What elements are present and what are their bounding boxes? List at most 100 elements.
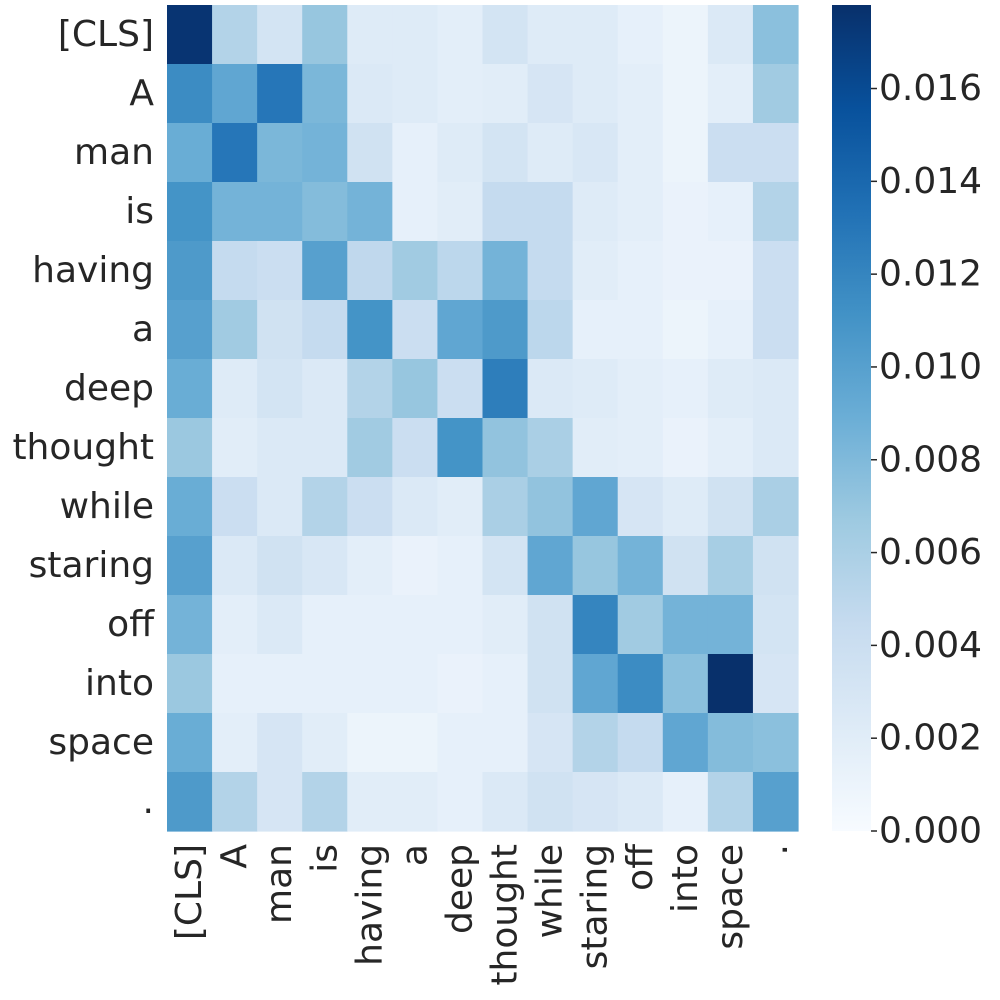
x-tick-label: A [214, 844, 255, 869]
heatmap-cell [572, 713, 619, 773]
heatmap-cell [527, 5, 574, 65]
heatmap-cell [437, 713, 484, 773]
heatmap-cell [707, 654, 754, 714]
heatmap-cell [527, 477, 574, 537]
heatmap-cell [257, 713, 303, 773]
heatmap-cell [437, 241, 484, 301]
heatmap-cell [752, 300, 799, 360]
heatmap-cell [167, 595, 213, 655]
heatmap-cell [167, 477, 213, 537]
heatmap-cell [662, 359, 709, 419]
heatmap-cell [167, 654, 213, 714]
heatmap-cell [437, 64, 484, 124]
heatmap-cell [662, 241, 709, 301]
heatmap-cell [617, 300, 664, 360]
heatmap-cell [617, 713, 664, 773]
heatmap-cell [572, 418, 619, 478]
heatmap-cell [527, 772, 574, 832]
heatmap-cell [212, 418, 258, 478]
heatmap-cell [752, 418, 799, 478]
heatmap-cell [527, 359, 574, 419]
heatmap-cell [662, 300, 709, 360]
heatmap-cell [212, 595, 258, 655]
heatmap-cell [707, 772, 754, 832]
heatmap-cell [482, 359, 529, 419]
heatmap-cell [482, 241, 529, 301]
colorbar-tick-label: 0.002 [879, 718, 982, 759]
heatmap-cell [392, 123, 439, 183]
heatmap-cell [302, 477, 348, 537]
x-tick-label: a [394, 844, 435, 866]
heatmap-cell [527, 182, 574, 242]
heatmap-cell [302, 536, 348, 596]
heatmap-cell [302, 654, 348, 714]
y-tick-label: space [48, 722, 154, 763]
heatmap-cell [437, 123, 484, 183]
x-tick-label: space [710, 844, 751, 950]
heatmap-cell [707, 300, 754, 360]
heatmap-cell [347, 300, 393, 360]
heatmap-cell [167, 182, 213, 242]
heatmap-cell [617, 477, 664, 537]
heatmap-cell [572, 182, 619, 242]
heatmap-cell [437, 477, 484, 537]
heatmap-cell [572, 477, 619, 537]
heatmap-cell [257, 418, 303, 478]
heatmap-cell [482, 595, 529, 655]
heatmap-cell [572, 359, 619, 419]
heatmap-cell [257, 64, 303, 124]
x-tick-label: is [304, 844, 345, 873]
heatmap-cell [392, 359, 439, 419]
heatmap-cell [617, 772, 664, 832]
heatmap-cell [392, 654, 439, 714]
heatmap-cell [752, 595, 799, 655]
heatmap-cell [662, 123, 709, 183]
colorbar-tick-label: 0.012 [879, 254, 982, 295]
y-tick-label: while [60, 486, 154, 527]
heatmap-cell [437, 772, 484, 832]
heatmap-cell [572, 241, 619, 301]
heatmap-cell [617, 64, 664, 124]
heatmap-cell [212, 64, 258, 124]
heatmap-cell [437, 182, 484, 242]
heatmap-cell [257, 654, 303, 714]
x-tick-label: into [665, 844, 706, 913]
heatmap-cell [392, 418, 439, 478]
heatmap-cell [257, 359, 303, 419]
colorbar-tick-label: 0.014 [879, 161, 982, 202]
y-tick-label: off [107, 604, 155, 645]
heatmap-cell [302, 64, 348, 124]
heatmap-cell [347, 182, 393, 242]
heatmap-cell [527, 595, 574, 655]
heatmap-cell [257, 5, 303, 65]
heatmap-cell [437, 418, 484, 478]
heatmap-cell [482, 654, 529, 714]
heatmap-cell [572, 595, 619, 655]
heatmap-cell [617, 536, 664, 596]
heatmap-cell [707, 536, 754, 596]
heatmap-cell [347, 241, 393, 301]
y-tick-label: deep [64, 368, 154, 409]
heatmap-cell [347, 595, 393, 655]
heatmap-cell [617, 359, 664, 419]
heatmap-cell [437, 300, 484, 360]
heatmap-cell [752, 5, 799, 65]
heatmap-cell [617, 182, 664, 242]
colorbar-tick-label: 0.004 [879, 625, 982, 666]
heatmap-cell [392, 64, 439, 124]
heatmap-cell [257, 300, 303, 360]
heatmap-cell [752, 241, 799, 301]
heatmap-cell [302, 418, 348, 478]
y-tick-label: . [143, 781, 154, 822]
heatmap-cell [257, 477, 303, 537]
heatmap-cell [257, 536, 303, 596]
heatmap-cell [482, 182, 529, 242]
heatmap-cell [527, 536, 574, 596]
heatmap-cell [302, 5, 348, 65]
heatmap-cell [212, 300, 258, 360]
heatmap-cell [527, 713, 574, 773]
heatmap-cell [392, 713, 439, 773]
colorbar-tick-label: 0.008 [879, 439, 982, 480]
